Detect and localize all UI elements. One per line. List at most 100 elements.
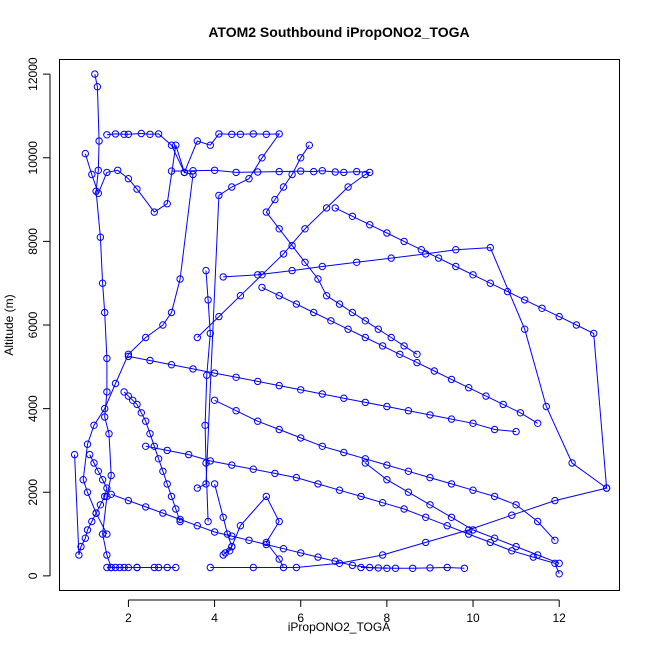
data-point	[297, 167, 305, 175]
data-point	[254, 377, 262, 386]
data-point	[357, 492, 365, 501]
data-point	[124, 352, 133, 361]
data-point	[189, 167, 197, 175]
data-point	[374, 325, 382, 333]
data-point	[340, 168, 348, 177]
data-point	[215, 312, 223, 321]
plot-frame	[59, 59, 620, 591]
data-point	[154, 455, 163, 463]
data-point	[154, 130, 163, 138]
data-point	[210, 528, 219, 536]
data-point	[572, 321, 581, 329]
data-point	[228, 130, 236, 139]
data-point	[417, 246, 425, 254]
data-point	[203, 371, 211, 379]
data-point	[142, 333, 150, 342]
y-tick-label: 10000	[26, 141, 40, 175]
data-point	[378, 551, 387, 559]
data-point	[81, 149, 90, 158]
data-point	[275, 381, 283, 390]
data-point	[204, 296, 212, 304]
data-point	[297, 549, 305, 557]
x-tick-label: 10	[466, 611, 480, 625]
data-point	[167, 167, 176, 175]
data-point	[228, 183, 236, 191]
series-line-2	[106, 132, 281, 489]
data-point	[86, 450, 94, 459]
data-point	[271, 195, 279, 204]
y-tick-label: 2000	[26, 479, 40, 506]
data-point	[150, 442, 159, 450]
data-point	[167, 492, 176, 501]
data-point	[83, 526, 92, 534]
data-point	[185, 450, 193, 459]
data-point	[219, 551, 227, 559]
data-point	[348, 561, 357, 570]
data-point	[206, 329, 215, 338]
data-point	[180, 168, 189, 177]
data-point	[150, 563, 159, 572]
data-point	[430, 367, 438, 375]
data-point	[482, 392, 490, 400]
data-point	[413, 358, 421, 367]
y-tick-label: 0	[26, 572, 40, 579]
data-point	[201, 421, 209, 429]
data-point	[318, 167, 326, 175]
data-point	[469, 271, 477, 279]
data-point	[383, 229, 391, 237]
data-point	[221, 549, 230, 557]
data-point	[366, 168, 374, 177]
x-tick-label: 6	[297, 611, 304, 625]
data-point	[219, 273, 227, 281]
data-point	[340, 448, 348, 457]
data-point	[447, 480, 456, 488]
data-point	[98, 476, 107, 484]
data-point	[210, 166, 219, 175]
data-point	[92, 509, 100, 517]
data-point	[133, 400, 141, 409]
data-point	[465, 530, 473, 538]
data-point	[279, 545, 288, 553]
data-point	[292, 563, 301, 572]
data-point	[232, 407, 240, 415]
data-point	[98, 530, 107, 538]
x-tick-label: 2	[125, 611, 132, 625]
data-point	[340, 394, 348, 402]
series-line-14	[74, 454, 108, 556]
data-point	[176, 517, 184, 526]
data-point	[176, 515, 184, 524]
data-point	[422, 538, 430, 547]
data-point	[103, 530, 111, 538]
data-point	[83, 488, 92, 496]
data-point	[490, 492, 499, 501]
data-point	[404, 467, 413, 475]
data-point	[101, 404, 109, 413]
data-point	[275, 130, 283, 138]
data-point	[378, 342, 387, 350]
data-point	[469, 419, 477, 427]
data-point	[254, 271, 262, 279]
x-axis-label: iPropONO2_TOGA	[288, 620, 390, 634]
data-point	[88, 517, 96, 526]
data-point	[434, 254, 443, 262]
data-point	[101, 308, 109, 317]
data-point	[499, 400, 507, 409]
data-point	[124, 496, 133, 505]
data-point	[159, 509, 167, 517]
data-point	[77, 542, 85, 551]
data-point	[426, 564, 434, 572]
data-point	[357, 563, 365, 572]
data-point	[292, 300, 301, 308]
series-line-9	[111, 493, 387, 569]
data-point	[422, 513, 430, 521]
data-point	[288, 241, 296, 250]
data-point	[413, 350, 421, 358]
data-point	[387, 254, 395, 262]
x-axis: 2 4 6 8 10 12	[125, 599, 566, 625]
series-line-3	[171, 169, 372, 338]
data-point	[120, 130, 128, 139]
data-point	[378, 499, 387, 507]
data-point	[314, 553, 322, 561]
data-point	[322, 204, 331, 212]
data-point	[262, 130, 270, 139]
